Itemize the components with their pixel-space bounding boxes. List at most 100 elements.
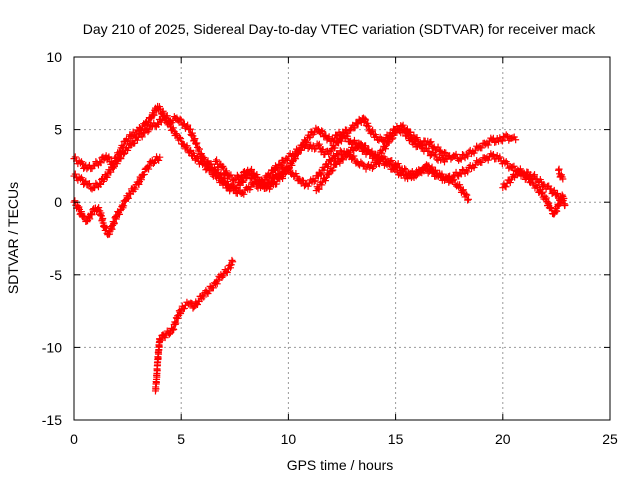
series-track-d — [151, 256, 237, 395]
data-point-fill — [336, 159, 344, 167]
data-point-fill — [273, 180, 281, 188]
data-point-fill — [177, 135, 185, 143]
data-point-fill — [316, 170, 324, 178]
data-point-fill — [228, 256, 236, 264]
data-point-fill — [550, 186, 558, 194]
y-axis-ticks: -15 -10 -5 0 5 10 — [42, 49, 610, 428]
data-point-fill — [542, 194, 550, 202]
data-point-fill — [434, 143, 442, 151]
x-tick-label: 10 — [281, 431, 297, 447]
data-point-fill — [204, 163, 212, 171]
data-point-fill — [352, 144, 360, 152]
data-point-fill — [101, 223, 109, 231]
x-tick-label: 20 — [495, 431, 511, 447]
data-point-fill — [357, 158, 365, 166]
x-tick-label: 0 — [70, 431, 78, 447]
data-point-fill — [371, 150, 379, 158]
data-point-fill — [315, 185, 323, 193]
data-point — [134, 179, 142, 187]
data-point — [347, 126, 355, 134]
x-tick-label: 15 — [388, 431, 404, 447]
data-point-fill — [71, 153, 79, 161]
data-point-fill — [157, 336, 165, 344]
data-point-fill — [110, 220, 118, 228]
data-point-fill — [221, 179, 229, 187]
data-point-fill — [361, 115, 369, 123]
data-point-fill — [106, 230, 114, 238]
data-point-fill — [547, 204, 555, 212]
data-point-fill — [429, 168, 437, 176]
data-point-fill — [150, 111, 158, 119]
data-point — [559, 175, 567, 183]
data-point-fill — [223, 269, 231, 277]
data-point-fill — [214, 171, 222, 179]
data-point-fill — [213, 156, 221, 164]
data-point-fill — [436, 170, 444, 178]
data-point-fill — [107, 168, 115, 176]
data-point — [561, 201, 569, 209]
data-point-fill — [311, 145, 319, 153]
data-point-fill — [553, 190, 561, 198]
data-point-fill — [362, 142, 370, 150]
data-point-fill — [459, 186, 467, 194]
data-point-fill — [195, 145, 203, 153]
data-point-fill — [176, 115, 184, 123]
data-point-fill — [553, 207, 561, 215]
data-point-fill — [116, 154, 124, 162]
data-point-fill — [169, 124, 177, 132]
data-point-fill — [304, 182, 312, 190]
data-point-fill — [120, 150, 128, 158]
data-point — [464, 195, 472, 203]
data-point-fill — [183, 142, 191, 150]
data-point-fill — [162, 114, 170, 122]
data-point-fill — [108, 225, 116, 233]
data-point-fill — [310, 178, 318, 186]
data-point-fill — [510, 162, 518, 170]
data-point-fill — [227, 264, 235, 272]
data-point — [154, 120, 162, 128]
data-point-fill — [191, 135, 199, 143]
data-point-fill — [145, 165, 153, 173]
data-point-fill — [209, 284, 217, 292]
data-point-fill — [95, 204, 103, 212]
y-axis-label: SDTVAR / TECUs — [5, 182, 21, 294]
data-point-fill — [336, 147, 344, 155]
data-point-fill — [464, 168, 472, 176]
data-point-fill — [364, 119, 372, 127]
data-point-fill — [368, 147, 376, 155]
data-point-fill — [155, 156, 163, 164]
data-point-fill — [311, 177, 319, 185]
data-point-fill — [496, 153, 504, 161]
data-point-fill — [547, 185, 555, 193]
data-point-fill — [331, 144, 339, 152]
data-point-fill — [458, 166, 466, 174]
data-point-fill — [213, 280, 221, 288]
data-point-fill — [404, 175, 412, 183]
x-tick-label: 5 — [177, 431, 185, 447]
data-point-fill — [207, 166, 215, 174]
data-point-fill — [544, 200, 552, 208]
data-point-fill — [206, 167, 214, 175]
data-point-fill — [305, 134, 313, 142]
data-point — [276, 160, 284, 168]
data-point-fill — [384, 160, 392, 168]
data-point — [237, 172, 245, 180]
y-tick-label: -10 — [42, 339, 62, 355]
data-point-fill — [369, 126, 377, 134]
data-point-fill — [381, 145, 389, 153]
data-point-fill — [239, 178, 247, 186]
y-tick-label: 0 — [54, 194, 62, 210]
data-point-fill — [127, 132, 135, 140]
y-tick-label: -15 — [42, 412, 62, 428]
data-points — [70, 102, 569, 395]
data-point — [192, 140, 200, 148]
data-point-fill — [325, 133, 333, 141]
y-tick-label: 5 — [54, 122, 62, 138]
data-point-fill — [138, 133, 146, 141]
data-point-fill — [498, 137, 506, 145]
series-track-e — [312, 139, 472, 204]
data-point-fill — [299, 143, 307, 151]
data-point-fill — [388, 157, 396, 165]
data-point-fill — [350, 136, 358, 144]
data-point-fill — [193, 139, 201, 147]
